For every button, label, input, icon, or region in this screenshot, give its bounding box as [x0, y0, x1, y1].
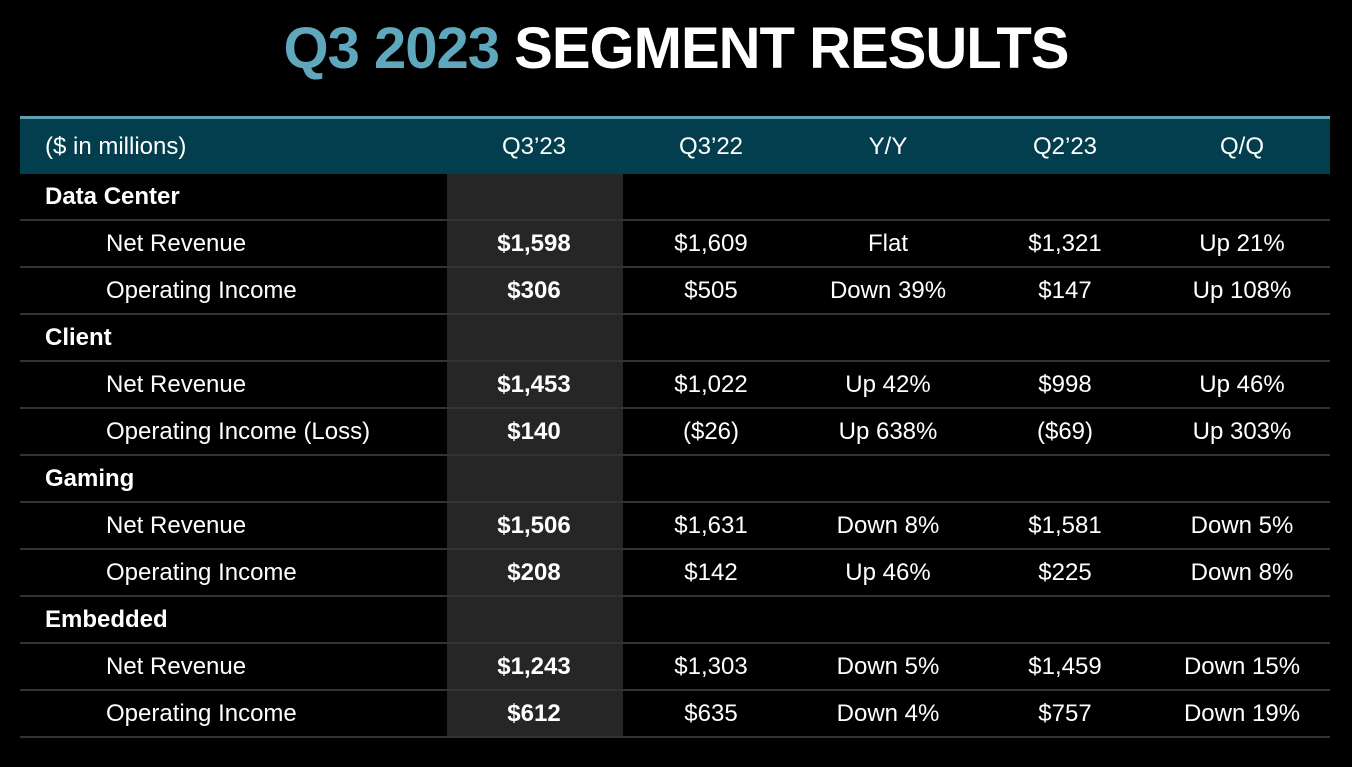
cell-q3-23: $1,506 [497, 511, 571, 539]
cell-yy: Up 638% [838, 417, 938, 445]
table-row: Net Revenue $1,453 $1,022 Up 42% $998 Up 46% [20, 362, 1330, 409]
cell-qq: Up 21% [1199, 229, 1285, 257]
cell-qq: Down 5% [1190, 511, 1294, 539]
cell-q3-23: $612 [507, 699, 561, 727]
title-rest: SEGMENT RESULTS [514, 16, 1069, 81]
table-header: ($ in millions) Q3’23 Q3’22 Y/Y Q2’23 Q/… [20, 116, 1330, 174]
cell-q2-23: $757 [1038, 699, 1092, 727]
cell-yy: Flat [867, 229, 908, 257]
cell-q3-23: $140 [507, 417, 561, 445]
row-label: Embedded [45, 605, 168, 633]
row-label: Data Center [45, 182, 180, 210]
cell-qq: Up 46% [1199, 370, 1285, 398]
cell-qq: Down 8% [1190, 558, 1294, 586]
cell-q3-23: $306 [507, 276, 561, 304]
row-label: Net Revenue [106, 229, 247, 257]
cell-q3-22: ($26) [682, 417, 740, 445]
segment-row: Data Center [20, 174, 1330, 221]
cell-q2-23: $147 [1038, 276, 1092, 304]
cell-q2-23: ($69) [1036, 417, 1094, 445]
cell-q3-22: $1,303 [674, 652, 748, 680]
cell-q3-22: $1,631 [674, 511, 748, 539]
cell-q3-22: $505 [684, 276, 738, 304]
cell-q3-23: $208 [507, 558, 561, 586]
row-label: Gaming [45, 464, 135, 492]
segment-row: Gaming [20, 456, 1330, 503]
table-body: Data Center Net Revenue $1,598 $1,609 Flat $1… [20, 174, 1330, 738]
cell-q3-22: $1,609 [674, 229, 748, 257]
table-row: Operating Income $612 $635 Down 4% $757 Down … [20, 691, 1330, 738]
header-units: ($ in millions) [45, 132, 187, 160]
cell-yy: Down 5% [836, 652, 940, 680]
cell-q3-23: $1,453 [497, 370, 571, 398]
cell-q2-23: $1,459 [1028, 652, 1102, 680]
row-label: Net Revenue [106, 511, 247, 539]
page-title: Q3 2023 SEGMENT RESULTS [0, 14, 1352, 84]
cell-q3-22: $1,022 [674, 370, 748, 398]
table-row: Net Revenue $1,243 $1,303 Down 5% $1,459 Down… [20, 644, 1330, 691]
row-label: Operating Income [106, 558, 297, 586]
cell-qq: Down 19% [1183, 699, 1301, 727]
table-row: Operating Income (Loss) $140 ($26) Up 638% (… [20, 409, 1330, 456]
table-row: Net Revenue $1,598 $1,609 Flat $1,321 Up 21% [20, 221, 1330, 268]
header-q3-22: Q3’22 [678, 132, 744, 160]
current-quarter-highlight [447, 174, 623, 738]
segment-row: Embedded [20, 597, 1330, 644]
cell-yy: Up 46% [845, 558, 931, 586]
title-accent: Q3 2023 [283, 16, 501, 81]
table-row: Net Revenue $1,506 $1,631 Down 8% $1,581 Down… [20, 503, 1330, 550]
cell-yy: Up 42% [845, 370, 931, 398]
cell-yy: Down 8% [836, 511, 940, 539]
cell-q3-23: $1,243 [497, 652, 571, 680]
table-row: Operating Income $208 $142 Up 46% $225 Down 8… [20, 550, 1330, 597]
segment-results-table: ($ in millions) Q3’23 Q3’22 Y/Y Q2’23 Q/… [20, 116, 1330, 738]
cell-q3-22: $635 [684, 699, 738, 727]
row-label: Operating Income [106, 699, 297, 727]
row-label: Net Revenue [106, 370, 247, 398]
row-label: Operating Income (Loss) [106, 417, 371, 445]
row-label: Client [45, 323, 112, 351]
cell-q3-22: $142 [684, 558, 738, 586]
row-label: Operating Income [106, 276, 297, 304]
header-yy: Y/Y [868, 132, 908, 160]
cell-yy: Down 39% [829, 276, 947, 304]
header-q2-23: Q2’23 [1032, 132, 1098, 160]
row-label: Net Revenue [106, 652, 247, 680]
cell-qq: Up 303% [1192, 417, 1292, 445]
header-qq: Q/Q [1219, 132, 1264, 160]
segment-row: Client [20, 315, 1330, 362]
cell-q2-23: $1,581 [1028, 511, 1102, 539]
cell-yy: Down 4% [836, 699, 940, 727]
cell-qq: Up 108% [1192, 276, 1292, 304]
cell-qq: Down 15% [1183, 652, 1301, 680]
cell-q2-23: $998 [1038, 370, 1092, 398]
cell-q3-23: $1,598 [497, 229, 571, 257]
header-q3-23: Q3’23 [501, 132, 567, 160]
cell-q2-23: $1,321 [1028, 229, 1102, 257]
cell-q2-23: $225 [1038, 558, 1092, 586]
table-row: Operating Income $306 $505 Down 39% $147 Up 1… [20, 268, 1330, 315]
